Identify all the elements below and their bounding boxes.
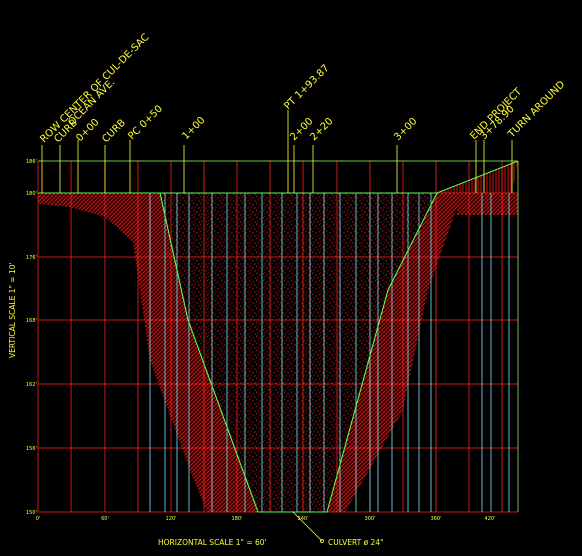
elev-tick-186: 186': [26, 159, 37, 165]
station-label-pc: PC 0+50: [126, 103, 165, 142]
station-labels: ROW CENTER OF CUL-DE-SAC OCEAN AVE. 0+00…: [38, 32, 567, 145]
profile-lines: [38, 160, 519, 513]
sta-tick-420: 420': [485, 516, 496, 522]
station-label-3-00: 3+00: [392, 116, 419, 143]
station-label-curb-right: CURB: [100, 117, 128, 145]
sta-tick-240: 240': [298, 516, 309, 522]
elev-tick-156: 156': [26, 446, 37, 452]
station-lines: [149, 193, 510, 512]
elev-tick-176: 176': [26, 255, 37, 261]
culvert-label: CULVERT ø 24": [328, 538, 384, 547]
station-label-1-00: 1+00: [180, 115, 207, 142]
vertical-scale-label: VERTICAL SCALE 1" = 10': [8, 262, 17, 358]
elev-tick-168: 168': [26, 318, 37, 324]
elev-tick-180: 180': [26, 191, 37, 197]
sta-tick-120: 120': [166, 516, 177, 522]
sta-tick-180: 180': [232, 516, 243, 522]
horizontal-scale-label: HORIZONTAL SCALE 1" = 60': [158, 538, 267, 547]
left-embankment-hatch: [38, 193, 258, 512]
right-fill-strip: [457, 206, 518, 215]
elev-tick-150: 150': [26, 510, 37, 516]
station-tick-labels: 0' 60' 120' 180' 240' 300' 360' 420': [36, 516, 496, 522]
right-embankment-hatch: [327, 193, 518, 512]
station-label-2-20: 2+20: [308, 116, 335, 143]
culvert-callout: CULVERT ø 24": [292, 511, 384, 547]
elevation-tick-labels: 186' 180' 176' 168' 162' 156' 150': [26, 159, 37, 516]
sta-tick-360: 360': [431, 516, 442, 522]
elev-tick-162: 162': [26, 382, 37, 388]
sta-tick-0: 0': [36, 516, 41, 522]
station-leaders: [41, 110, 513, 193]
sta-tick-300: 300': [365, 516, 376, 522]
station-label-pt: PT 1+93.87: [282, 63, 331, 112]
sta-tick-60: 60': [101, 516, 109, 522]
